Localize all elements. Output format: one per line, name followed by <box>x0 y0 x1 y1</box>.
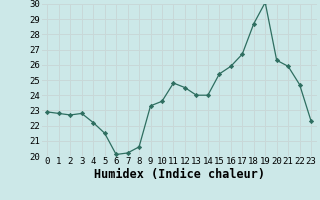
X-axis label: Humidex (Indice chaleur): Humidex (Indice chaleur) <box>94 168 265 181</box>
